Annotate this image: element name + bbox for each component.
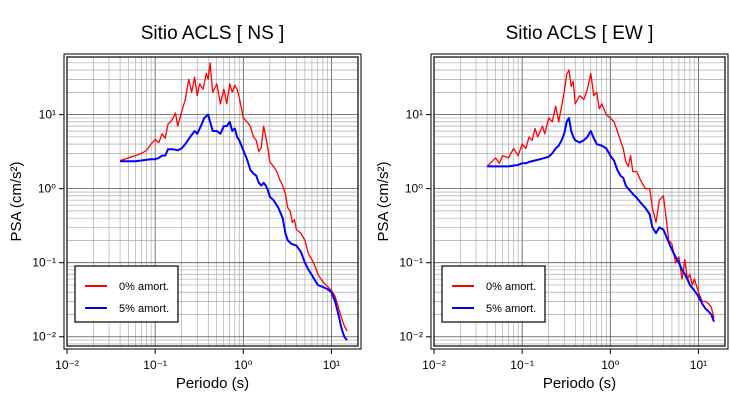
chart-title: Sitio ACLS [ NS ] [141, 23, 285, 44]
chart-panel-1: 10⁻² 10⁻¹ 10⁰ 10¹ 10⁻² 10⁻¹ 10⁰ 10¹ Sitio ACLS [… [8, 23, 362, 392]
legend: 0% amort. 5% amort. [441, 265, 546, 323]
chart-panel-2: 10⁻² 10⁻¹ 10⁰ 10¹ 10⁻² 10⁻¹ 10⁰ 10¹ Sitio ACLS [… [375, 23, 729, 392]
y-axis-label: PSA (cm/s²) [8, 161, 25, 241]
legend-box [441, 265, 546, 323]
series-line-2 [487, 117, 715, 322]
legend-label: 0% amort. [119, 281, 169, 293]
legend: 0% amort. 5% amort. [74, 265, 179, 323]
y-tick-label: 10⁰ [405, 182, 423, 196]
y-tick-label: 10⁰ [38, 182, 56, 196]
chart-title: Sitio ACLS [ EW ] [506, 23, 654, 44]
series-line-2 [120, 113, 348, 341]
legend-box [74, 265, 179, 323]
x-axis-label: Periodo (s) [176, 375, 249, 392]
plot-frame [433, 56, 726, 347]
y-axis-label: PSA (cm/s²) [375, 161, 392, 241]
x-tick-label: 10⁻² [422, 358, 446, 372]
x-axis-label: Periodo (s) [543, 375, 616, 392]
plot-frame-outer [63, 53, 362, 350]
y-tick-label: 10¹ [406, 108, 423, 122]
gridlines [66, 56, 359, 346]
plot-frame-outer [430, 53, 729, 350]
x-tick-label: 10⁰ [234, 358, 252, 372]
x-tick-label: 10⁰ [601, 358, 619, 372]
x-tick-label: 10⁻¹ [143, 358, 167, 372]
y-tick-label: 10⁻¹ [32, 256, 56, 270]
legend-label: 0% amort. [486, 281, 536, 293]
x-tick-label: 10⁻² [55, 358, 79, 372]
legend-label: 5% amort. [486, 303, 536, 315]
y-tick-label: 10⁻² [399, 330, 423, 344]
x-tick-label: 10¹ [690, 358, 707, 372]
y-tick-label: 10⁻² [32, 330, 56, 344]
legend-label: 5% amort. [119, 303, 169, 315]
series-line-1 [119, 62, 348, 332]
y-tick-label: 10⁻¹ [399, 256, 423, 270]
y-tick-label: 10¹ [39, 108, 56, 122]
x-tick-label: 10⁻¹ [510, 358, 534, 372]
x-tick-label: 10¹ [323, 358, 340, 372]
plot-frame [66, 56, 359, 347]
